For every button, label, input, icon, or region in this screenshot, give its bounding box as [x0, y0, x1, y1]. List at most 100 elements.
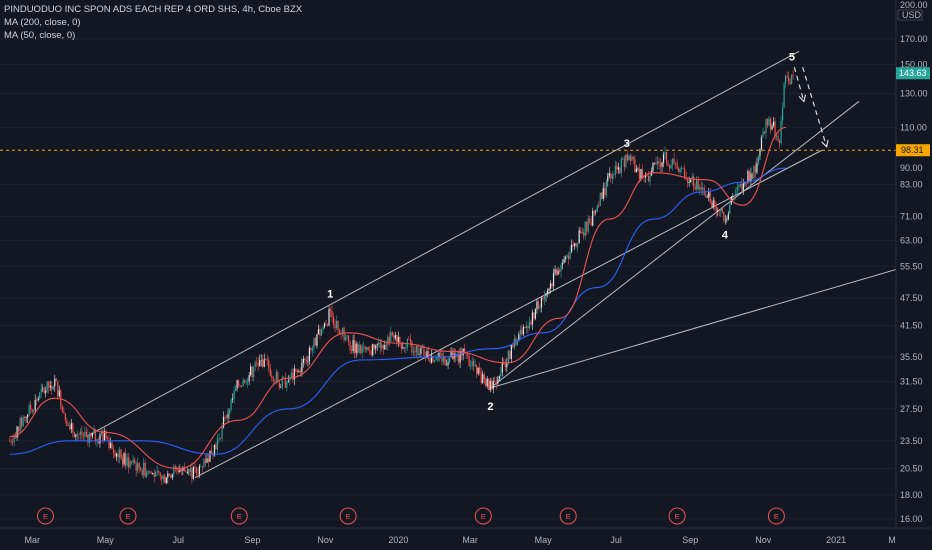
candle-body	[546, 290, 549, 294]
candle	[31, 408, 33, 415]
candle-body	[760, 137, 763, 150]
candle	[432, 354, 434, 363]
trendline-3[interactable]	[490, 101, 860, 389]
candle-body	[372, 343, 374, 356]
earnings-circle[interactable]	[119, 507, 137, 525]
symbol-title[interactable]: PINDUODUO INC SPON ADS EACH REP 4 ORD SH…	[4, 4, 303, 15]
candle-body	[64, 413, 66, 420]
earnings-circle[interactable]	[339, 507, 357, 525]
candle	[295, 368, 297, 373]
candle	[575, 242, 577, 249]
candle	[194, 462, 196, 474]
earnings-marker[interactable]: E	[230, 507, 248, 525]
candle	[33, 409, 35, 415]
currency-box[interactable]	[897, 9, 923, 21]
earnings-circle[interactable]	[230, 507, 248, 525]
candle	[134, 457, 136, 464]
candle-body	[483, 374, 485, 379]
candle-body	[506, 363, 508, 367]
earnings-marker[interactable]: E	[767, 507, 785, 525]
candle-body	[381, 344, 383, 349]
candle-body	[314, 337, 317, 346]
candle-body	[58, 390, 60, 397]
trendline-1[interactable]	[85, 50, 800, 438]
candle-body	[271, 375, 273, 378]
candle	[778, 138, 781, 150]
level-price-tag[interactable]	[896, 144, 930, 157]
candle	[55, 377, 57, 382]
candle-body	[293, 368, 295, 380]
candle-body	[560, 264, 562, 272]
candle-body	[284, 377, 286, 388]
currency-label[interactable]: USD	[902, 10, 922, 20]
candle	[155, 470, 157, 477]
candle	[729, 203, 731, 215]
candle-body	[575, 243, 577, 247]
candle-body	[715, 206, 717, 212]
earnings-circle[interactable]	[36, 507, 54, 525]
earnings-circle[interactable]	[668, 507, 686, 525]
trendline-2[interactable]	[194, 149, 823, 479]
earnings-marker[interactable]: E	[339, 507, 357, 525]
indicator-ma200[interactable]: MA (200, close, 0)	[4, 17, 81, 28]
candle	[551, 282, 553, 289]
candle	[459, 347, 461, 369]
candle	[399, 336, 401, 347]
earnings-marker[interactable]: E	[668, 507, 686, 525]
candle-body	[564, 257, 567, 260]
candle	[28, 402, 30, 417]
earnings-marker[interactable]: E	[474, 507, 492, 525]
candle-body	[524, 326, 526, 329]
candle-body	[323, 323, 326, 328]
candle	[772, 116, 775, 128]
candle	[412, 346, 415, 357]
candle	[476, 364, 478, 379]
candle	[195, 465, 198, 478]
time-axis[interactable]: Mar May Jul Sep Nov 2020 Mar May Jul Sep Nov 2021 M	[0, 527, 932, 545]
candle-body	[256, 362, 258, 364]
candle-body	[447, 362, 449, 365]
candle	[241, 385, 243, 388]
candle	[604, 182, 606, 199]
earnings-marker[interactable]: E	[119, 507, 137, 525]
current-price-tag[interactable]	[896, 67, 930, 80]
candle	[739, 183, 741, 189]
earnings-circle[interactable]	[474, 507, 492, 525]
candle	[391, 331, 393, 337]
candle	[610, 172, 612, 183]
candle	[608, 167, 610, 179]
candle-body	[158, 470, 160, 473]
earnings-marker[interactable]: E	[36, 507, 54, 525]
candle-body	[123, 453, 125, 465]
trendlines[interactable]	[85, 50, 907, 479]
candle	[131, 460, 133, 465]
earnings-circle[interactable]	[559, 507, 577, 525]
candle	[483, 372, 485, 385]
candle-body	[583, 232, 585, 236]
candle-body	[436, 357, 439, 359]
candle	[63, 406, 65, 414]
chart-legend: PINDUODUO INC SPON ADS EACH REP 4 ORD SH…	[4, 3, 302, 42]
candle-body	[239, 385, 241, 387]
candle	[245, 378, 247, 385]
candle-body	[161, 476, 163, 480]
candle-body	[93, 429, 95, 434]
candle	[781, 102, 784, 127]
candle-body	[486, 378, 488, 387]
trendline-4[interactable]	[490, 265, 907, 389]
candle-body	[681, 167, 683, 169]
candle-body	[450, 351, 452, 358]
wave-label-4: 4	[722, 229, 729, 241]
earnings-circle[interactable]	[767, 507, 785, 525]
candle	[445, 359, 448, 366]
candle-body	[311, 348, 314, 351]
candle-body	[349, 342, 351, 350]
candle-body	[76, 433, 78, 435]
candle-body	[592, 210, 594, 226]
indicator-ma50[interactable]: MA (50, close, 0)	[4, 30, 76, 41]
earnings-marker[interactable]: E	[559, 507, 577, 525]
candle-body	[578, 230, 580, 244]
